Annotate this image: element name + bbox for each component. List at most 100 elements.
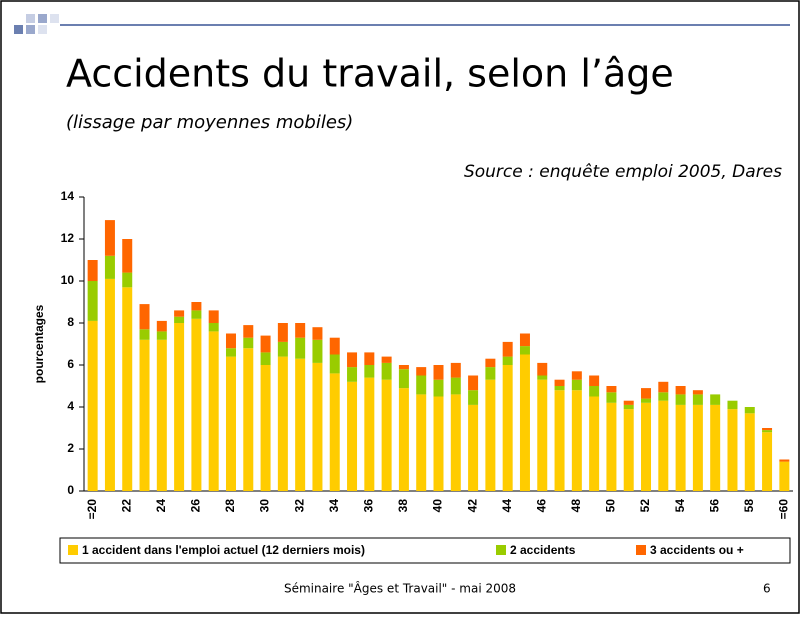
bar-segment	[485, 367, 496, 380]
bar-segment	[156, 320, 167, 332]
bar-segment	[364, 365, 375, 378]
bar-segment	[347, 381, 358, 491]
deco	[26, 25, 35, 34]
bar-segment	[762, 432, 773, 491]
bar-segment	[571, 390, 582, 491]
bar-segment	[485, 379, 496, 491]
bar-segment	[450, 377, 461, 395]
x-tick-label: 26	[189, 499, 203, 513]
legend-label: 1 accident dans l'emploi actuel (12 dern…	[82, 543, 365, 557]
x-tick-label: 36	[362, 499, 376, 513]
x-tick-label: 40	[431, 499, 445, 513]
bar-segment	[191, 318, 202, 491]
subtitle: (lissage par moyennes mobiles)	[66, 112, 353, 133]
bar-segment	[260, 352, 271, 365]
bar-segment	[623, 409, 634, 491]
bar-segment	[191, 302, 202, 311]
x-tick-label: =20	[85, 499, 99, 520]
bar-segment	[174, 316, 185, 323]
deco	[50, 14, 59, 23]
x-tick-label: 50	[604, 499, 618, 513]
bar-segment	[727, 400, 738, 410]
bar-segment	[156, 331, 167, 340]
bar-segment	[502, 365, 513, 491]
bar-segment	[606, 392, 617, 403]
bar-segment	[485, 358, 496, 368]
x-tick-label: 58	[742, 499, 756, 513]
bar-segment	[225, 348, 236, 357]
legend-swatch	[68, 545, 78, 555]
deco	[38, 25, 47, 34]
x-tick-label: 28	[223, 499, 237, 513]
bar-segment	[104, 278, 115, 491]
bar-segment	[260, 365, 271, 491]
bar-segment	[398, 365, 409, 370]
bar-segment	[312, 339, 323, 363]
bar-segment	[416, 367, 427, 376]
bar-segment	[658, 381, 669, 393]
source: Source : enquête emploi 2005, Dares	[464, 162, 782, 182]
bar-segment	[675, 394, 686, 405]
bar-segment	[277, 356, 288, 491]
bar-segment	[243, 325, 254, 338]
bar-segment	[312, 362, 323, 491]
y-tick-label: 0	[67, 483, 74, 497]
bar-segment	[554, 386, 565, 391]
bar-segment	[416, 375, 427, 395]
bar-segment	[623, 404, 634, 410]
y-tick-label: 4	[67, 399, 74, 413]
x-tick-label: 56	[707, 499, 721, 513]
bar-segment	[589, 386, 600, 397]
bar-segment	[416, 394, 427, 491]
bar-segment	[139, 339, 150, 491]
legend	[59, 537, 791, 564]
bar-segment	[433, 396, 444, 491]
bar-segment	[571, 379, 582, 391]
legend-label: 2 accidents	[510, 543, 576, 557]
bar-segment	[243, 348, 254, 491]
bar-segment	[295, 323, 306, 338]
bar-segment	[762, 428, 773, 431]
bar-segment	[519, 346, 530, 355]
bar-segment	[675, 404, 686, 491]
x-tick-label: 24	[154, 499, 168, 513]
bar-segment	[208, 331, 219, 491]
bar-segment	[312, 327, 323, 340]
bar-segment	[191, 310, 202, 319]
bar-segment	[589, 396, 600, 491]
bar-segment	[744, 413, 755, 491]
bar-segment	[641, 402, 652, 491]
bar-segment	[122, 239, 133, 273]
bar-segment	[554, 390, 565, 491]
bar-segment	[779, 461, 790, 491]
bar-segment	[139, 329, 150, 340]
title-rule	[60, 24, 790, 26]
bar-segment	[156, 339, 167, 491]
x-tick-label: =60	[777, 499, 791, 520]
bar-segment	[571, 371, 582, 380]
bar-segment	[364, 352, 375, 365]
bar-segment	[433, 365, 444, 380]
y-tick-label: 6	[67, 357, 74, 371]
bar-segment	[122, 287, 133, 491]
legend-label: 3 accidents ou +	[650, 543, 744, 557]
bar-segment	[329, 373, 340, 491]
footer: Séminaire "Âges et Travail" - mai 2008	[284, 581, 516, 596]
bar-segment	[398, 388, 409, 491]
bar-segment	[364, 377, 375, 491]
bar-segment	[225, 356, 236, 491]
bar-segment	[174, 323, 185, 491]
bar-segment	[295, 337, 306, 359]
bar-segment	[589, 375, 600, 386]
bar-segment	[554, 379, 565, 386]
bar-segment	[104, 220, 115, 256]
legend-swatch	[496, 545, 506, 555]
x-tick-label: 52	[638, 499, 652, 513]
page-number: 6	[763, 582, 771, 596]
x-tick-label: 54	[673, 499, 687, 513]
bar-segment	[122, 272, 133, 288]
bar-segment	[762, 430, 773, 433]
bar-segment	[295, 358, 306, 491]
title: Accidents du travail, selon l’âge	[66, 52, 674, 96]
